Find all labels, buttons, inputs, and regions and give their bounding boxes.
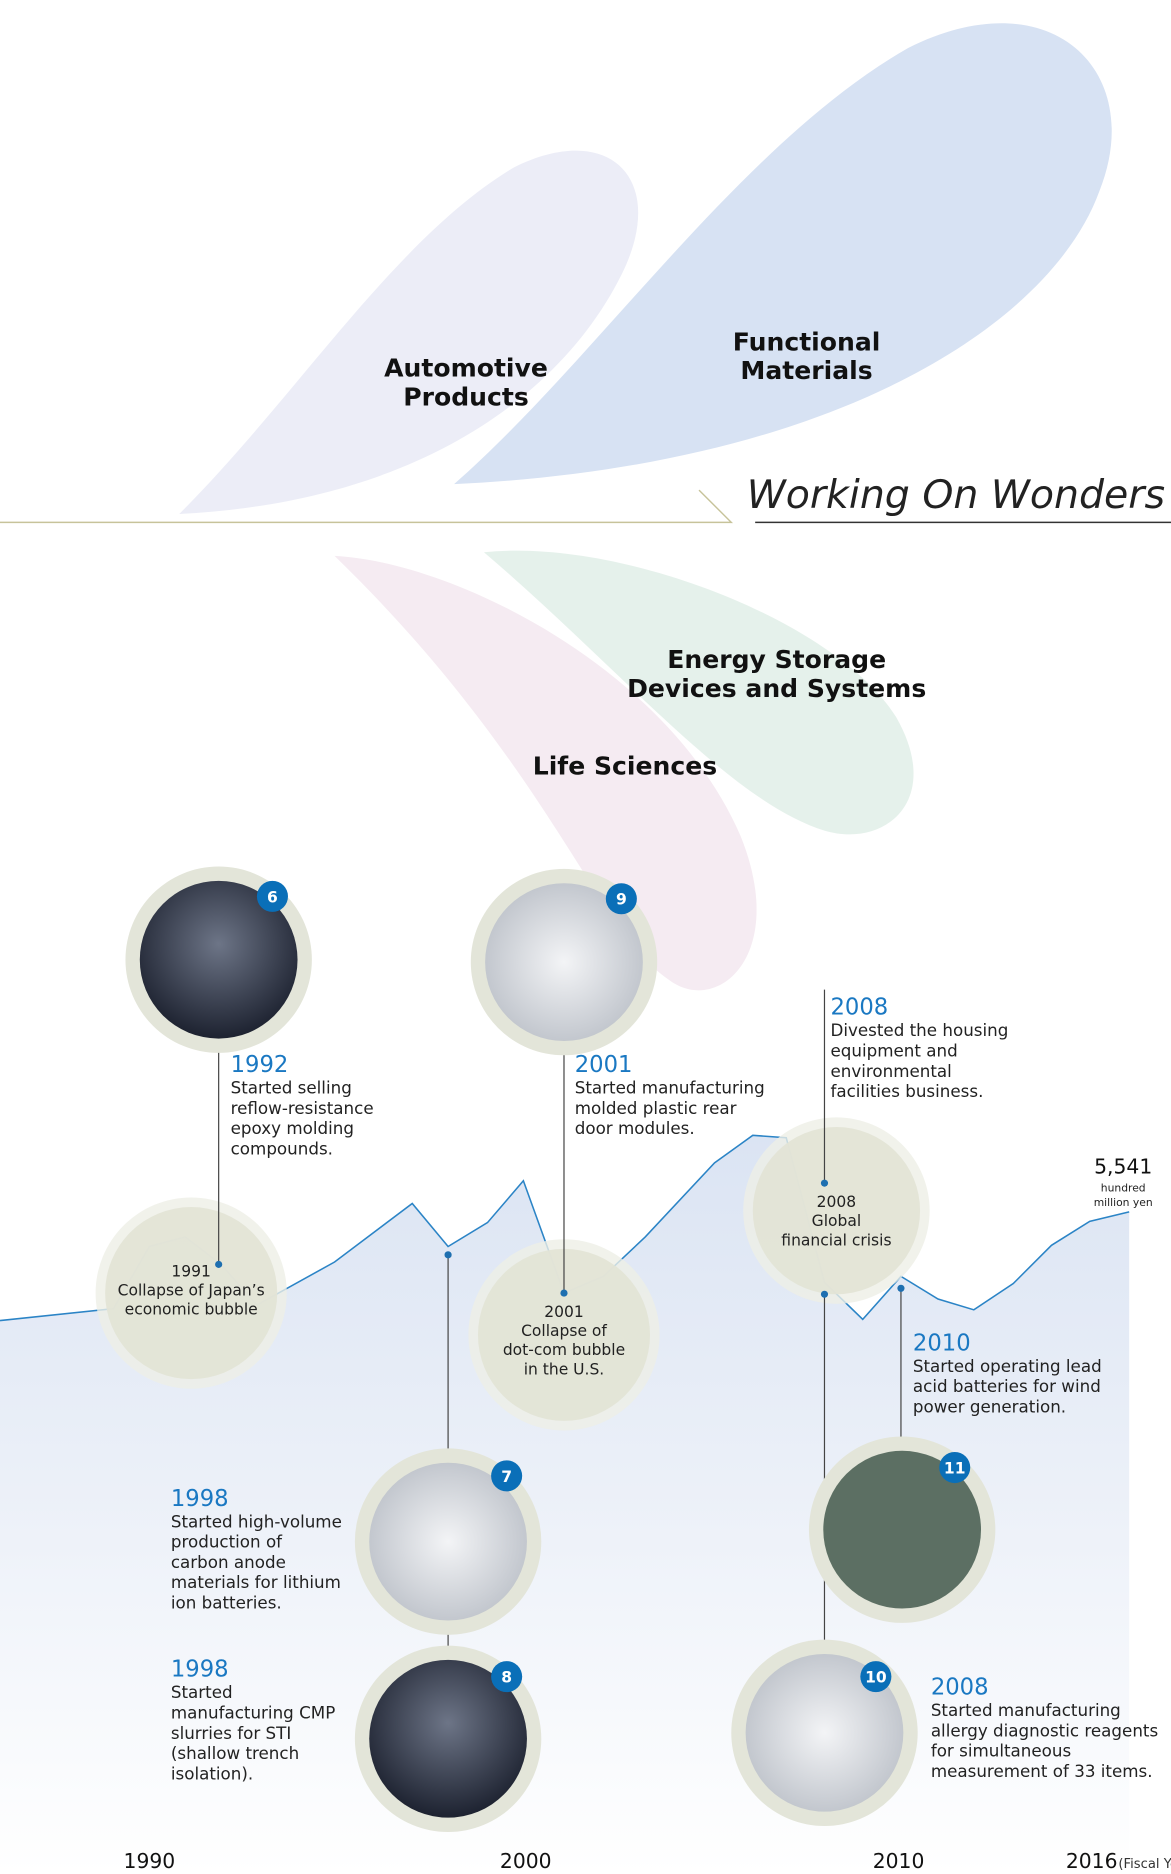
x-label: 2000 bbox=[500, 1849, 552, 1873]
crisis-label: Global bbox=[812, 1212, 862, 1230]
milestone-text: epoxy molding bbox=[231, 1118, 354, 1138]
milestone-text: carbon anode bbox=[171, 1552, 286, 1572]
connector-dot bbox=[821, 1291, 828, 1298]
milestone-text: isolation). bbox=[171, 1763, 253, 1783]
badge-number: 6 bbox=[267, 888, 278, 906]
sector-label: Energy Storage bbox=[667, 645, 886, 674]
milestone-text: molded plastic rear bbox=[575, 1098, 737, 1118]
connector-dot bbox=[215, 1261, 222, 1268]
crisis-label: dot-com bubble bbox=[503, 1341, 625, 1359]
x-label: 1990 bbox=[124, 1849, 176, 1873]
crisis-label: in the U.S. bbox=[524, 1360, 605, 1378]
connector-dot bbox=[821, 1180, 828, 1187]
milestone-text: door modules. bbox=[575, 1118, 695, 1138]
milestone-text: slurries for STI bbox=[171, 1723, 291, 1743]
milestone-year: 2010 bbox=[913, 1330, 971, 1356]
note-text: Divested the housing bbox=[830, 1020, 1008, 1040]
milestone-text: Started high-volume bbox=[171, 1511, 342, 1531]
crisis-label: Collapse of Japan’s bbox=[118, 1281, 265, 1299]
milestone-text: Started selling bbox=[231, 1078, 352, 1098]
milestone-year: 1998 bbox=[171, 1486, 229, 1512]
milestone-text: acid batteries for wind bbox=[913, 1376, 1101, 1396]
note-text: environmental bbox=[830, 1061, 951, 1081]
milestone-year: 1998 bbox=[171, 1657, 229, 1683]
sector-label: Automotive bbox=[384, 354, 548, 383]
badge-number: 10 bbox=[865, 1669, 887, 1687]
milestone-text: allergy diagnostic reagents bbox=[931, 1720, 1158, 1740]
milestone-year: 2001 bbox=[575, 1052, 633, 1078]
x-label: 2016 bbox=[1066, 1849, 1118, 1873]
connector-dot bbox=[897, 1285, 904, 1292]
page: AutomotiveProducts FunctionalMaterials Ene… bbox=[0, 0, 1171, 1874]
milestone-text: manufacturing CMP bbox=[171, 1702, 335, 1722]
crisis-label: 1991 bbox=[171, 1262, 211, 1280]
milestone-text: production of bbox=[171, 1532, 283, 1552]
milestone-text: materials for lithium bbox=[171, 1572, 341, 1592]
badge-number: 8 bbox=[501, 1669, 512, 1687]
connector-dot bbox=[560, 1289, 567, 1296]
tagline: Working On Wonders bbox=[747, 472, 1165, 518]
milestone-text: Started operating lead bbox=[913, 1356, 1102, 1376]
sector-label: Materials bbox=[740, 356, 872, 385]
milestone-year: 2008 bbox=[931, 1675, 989, 1701]
note-text: facilities business. bbox=[830, 1081, 983, 1101]
milestone-year: 1992 bbox=[231, 1052, 289, 1078]
note-text: equipment and bbox=[830, 1040, 957, 1060]
note-year: 2008 bbox=[830, 995, 888, 1021]
end-unit: million yen bbox=[1094, 1196, 1153, 1209]
badge-number: 7 bbox=[501, 1468, 512, 1486]
badge-number: 11 bbox=[944, 1460, 966, 1478]
end-value: 5,541 bbox=[1094, 1155, 1152, 1179]
x-note: (Fiscal Year) bbox=[1118, 1857, 1171, 1872]
crisis-label: financial crisis bbox=[781, 1231, 891, 1249]
milestone-text: Started manufacturing bbox=[575, 1078, 765, 1098]
milestone-text: compounds. bbox=[231, 1138, 333, 1158]
crisis-label: economic bubble bbox=[125, 1301, 258, 1319]
divider bbox=[0, 490, 731, 522]
badge-number: 9 bbox=[616, 891, 627, 909]
end-unit: hundred bbox=[1101, 1182, 1146, 1195]
milestone-text: power generation. bbox=[913, 1397, 1066, 1417]
milestone-text: reflow-resistance bbox=[231, 1098, 374, 1118]
sector-label: Devices and Systems bbox=[627, 674, 926, 703]
infographic: AutomotiveProducts FunctionalMaterials Ene… bbox=[0, 0, 1171, 1874]
crisis-label: 2001 bbox=[544, 1303, 584, 1321]
sector-label: Products bbox=[403, 382, 529, 411]
milestone-text: measurement of 33 items. bbox=[931, 1761, 1153, 1781]
milestone-text: Started bbox=[171, 1682, 233, 1702]
x-label: 2010 bbox=[873, 1849, 925, 1873]
crisis-label: Collapse of bbox=[521, 1322, 607, 1340]
connector-dot bbox=[445, 1251, 452, 1258]
sector-label: Functional bbox=[733, 327, 881, 356]
milestone-text: Started manufacturing bbox=[931, 1700, 1121, 1720]
crisis-label: 2008 bbox=[817, 1193, 857, 1211]
sector-label: Life Sciences bbox=[533, 751, 717, 780]
milestone-text: ion batteries. bbox=[171, 1593, 282, 1613]
milestone-text: (shallow trench bbox=[171, 1743, 299, 1763]
milestone-text: for simultaneous bbox=[931, 1741, 1071, 1761]
